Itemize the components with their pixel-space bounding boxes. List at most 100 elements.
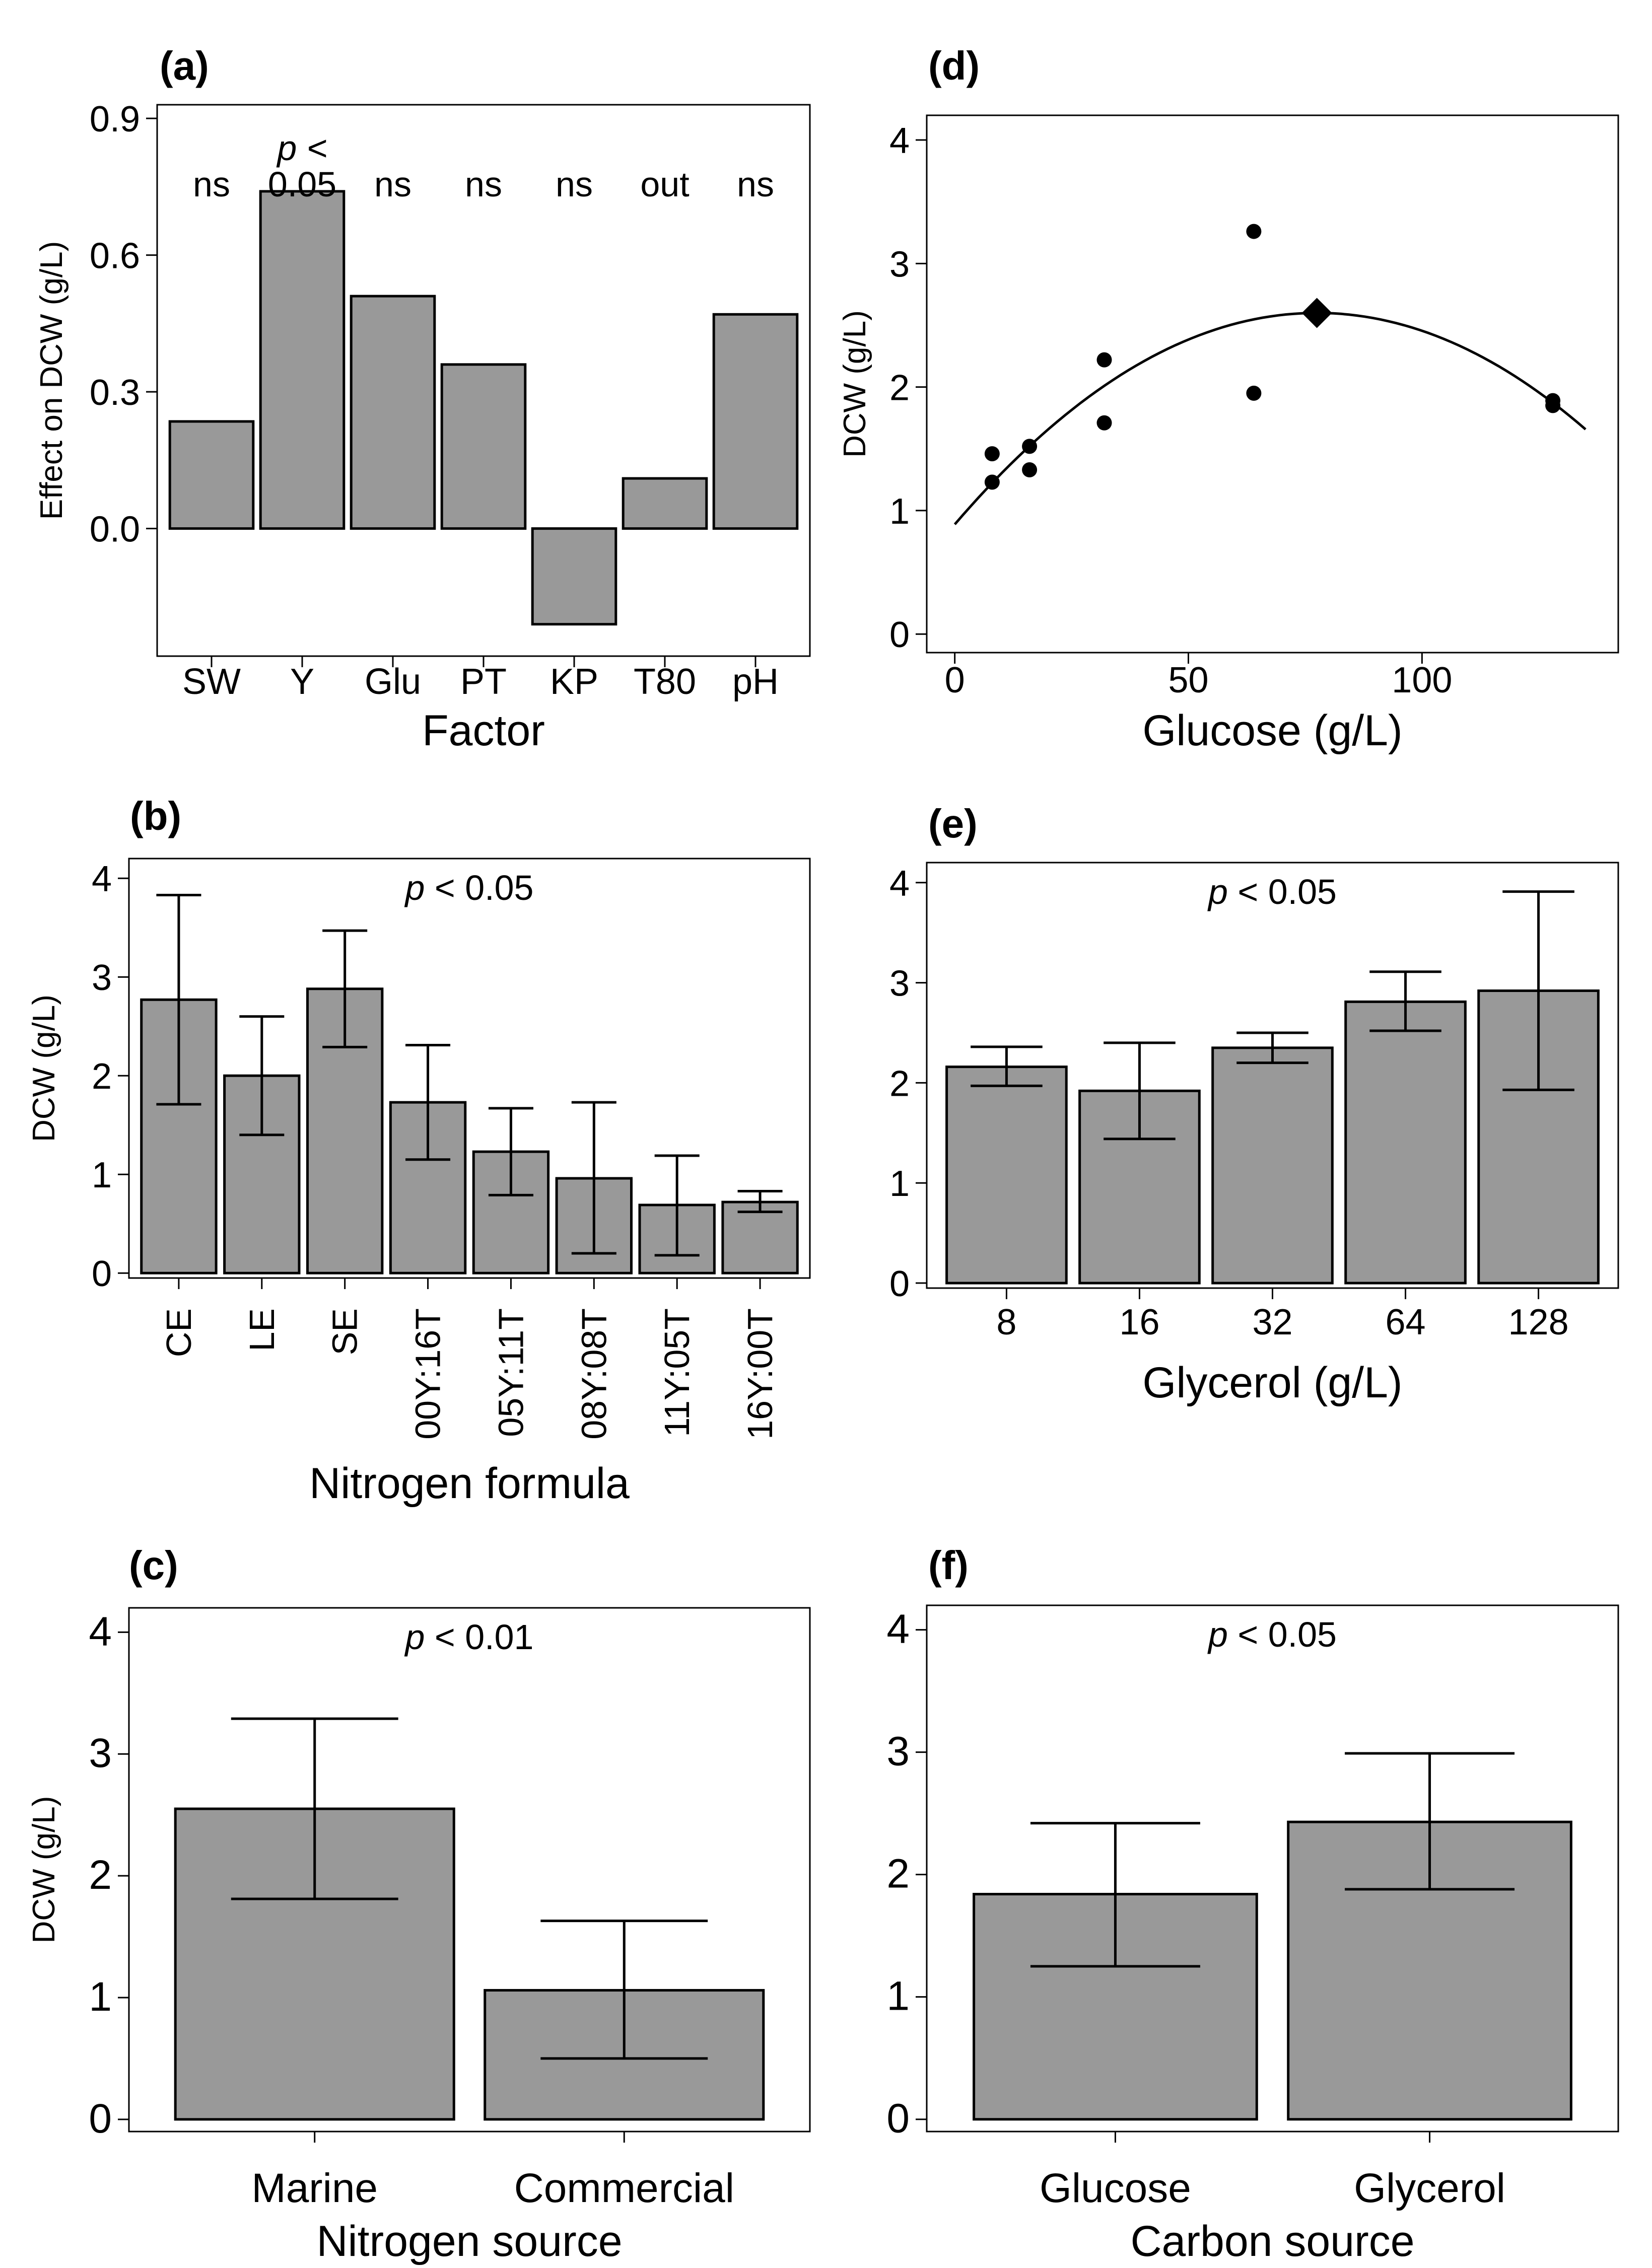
x-tick-label: 11Y:05T bbox=[657, 1308, 697, 1437]
y-axis-label: DCW (g/L) bbox=[838, 310, 872, 458]
x-tick-label: 8 bbox=[996, 1302, 1016, 1342]
y-tick-label: 1 bbox=[889, 491, 910, 532]
bar-Y bbox=[259, 190, 346, 530]
y-tick-label: 4 bbox=[92, 859, 112, 899]
bar-16Y:00T bbox=[721, 1200, 799, 1274]
significance-label: ns bbox=[193, 165, 230, 204]
x-tick-label: Commercial bbox=[514, 2165, 734, 2211]
p-value: < 0.05 bbox=[1228, 1615, 1337, 1654]
x-tick-label: PT bbox=[460, 662, 507, 702]
y-axis-label: Effect on DCW (g/L) bbox=[34, 241, 69, 520]
x-tick-label: 08Y:08T bbox=[574, 1308, 613, 1440]
x-tick-label: 00Y:16T bbox=[408, 1308, 448, 1440]
p-symbol: p bbox=[404, 868, 425, 907]
data-point bbox=[1096, 415, 1112, 431]
p-value: < 0.05 bbox=[425, 868, 533, 907]
p-symbol: p bbox=[404, 1617, 425, 1657]
x-tick-label: Glucose bbox=[1040, 2165, 1191, 2211]
bar-32 bbox=[1211, 1046, 1334, 1285]
significance-label: 0.05 bbox=[268, 165, 336, 204]
x-axis-label: Nitrogen formula bbox=[309, 1459, 630, 1508]
x-tick-label: LE bbox=[242, 1308, 282, 1352]
y-tick-label: 4 bbox=[889, 864, 910, 904]
y-axis-label: DCW (g/L) bbox=[27, 1796, 61, 1944]
data-point bbox=[984, 474, 1000, 490]
data-point bbox=[984, 446, 1000, 462]
y-tick-label: 3 bbox=[889, 244, 910, 285]
y-tick-label: 0 bbox=[889, 1264, 910, 1304]
panel-f: (f) 0 1 2 3 4 Carbon source Glucose Glycerol p < … bbox=[886, 1543, 1619, 2265]
x-tick-label: 05Y:11T bbox=[491, 1308, 530, 1437]
y-tick-label: 3 bbox=[92, 958, 112, 998]
y-tick-label: 2 bbox=[92, 1056, 112, 1097]
x-tick-label: CE bbox=[159, 1308, 198, 1357]
fit-curve bbox=[953, 311, 1587, 525]
p-value-label: p < 0.05 bbox=[1207, 1615, 1337, 1654]
x-tick-label: 0 bbox=[945, 660, 965, 700]
y-tick-label: 2 bbox=[889, 1064, 910, 1104]
y-tick-label: 0 bbox=[886, 2096, 910, 2142]
y-tick-label: 3 bbox=[89, 1730, 112, 1776]
p-value-label: p < 0.01 bbox=[404, 1617, 534, 1657]
data-point bbox=[1096, 352, 1112, 368]
panel-letter: (d) bbox=[928, 43, 980, 88]
x-tick-label: SW bbox=[182, 662, 241, 702]
y-tick-label: 1 bbox=[92, 1155, 112, 1195]
x-tick-label: SE bbox=[325, 1308, 365, 1355]
panel-a: (a) 0.0 0.3 0.6 0.9 Effect on DCW (g/L) Factor… bbox=[34, 43, 811, 755]
y-tick-label: 0 bbox=[92, 1254, 112, 1294]
panel-e: (e) 0 1 2 3 4 Glycerol (g/L) 8 16 32 64 128 p < 0.05 bbox=[889, 801, 1619, 1407]
y-tick-label: 0.3 bbox=[90, 373, 140, 413]
p-symbol: p bbox=[1207, 872, 1228, 911]
x-axis-label: Nitrogen source bbox=[316, 2217, 622, 2265]
y-tick-label: 4 bbox=[886, 1606, 910, 1652]
p-value-label: p < 0.05 bbox=[404, 868, 534, 907]
x-tick-label: 50 bbox=[1168, 660, 1208, 700]
bar-SW bbox=[168, 420, 255, 530]
p-value-label: p < 0.05 bbox=[1207, 872, 1337, 911]
bar-CE bbox=[140, 998, 218, 1274]
y-tick-label: 3 bbox=[889, 964, 910, 1004]
y-tick-label: 1 bbox=[889, 1164, 910, 1204]
panel-b: (b) 0 1 2 3 4 DCW (g/L) Nitrogen formula CE LE SE 0… bbox=[27, 794, 811, 1508]
data-point bbox=[1022, 462, 1038, 477]
x-tick-label: 64 bbox=[1385, 1302, 1425, 1342]
plot-frame bbox=[128, 1607, 811, 2133]
y-tick-label: 2 bbox=[886, 1851, 910, 1897]
significance-label: ns bbox=[374, 165, 411, 204]
panel-letter: (a) bbox=[160, 43, 209, 88]
y-tick-label: 2 bbox=[89, 1852, 112, 1898]
x-tick-label: Glu bbox=[365, 662, 421, 702]
x-tick-label: 128 bbox=[1508, 1302, 1569, 1342]
plot-frame bbox=[926, 1604, 1619, 2133]
bar-05Y:11T bbox=[472, 1150, 550, 1274]
x-tick-label: T80 bbox=[634, 662, 696, 702]
x-tick-label: 16Y:00T bbox=[740, 1308, 780, 1440]
panel-letter: (e) bbox=[928, 801, 978, 846]
x-tick-label: 32 bbox=[1252, 1302, 1292, 1342]
panel-d: (d) 0 1 2 3 4 DCW (g/L) Glucose (g/L) 0 50 100 bbox=[838, 43, 1619, 755]
data-point bbox=[1246, 385, 1262, 401]
significance-label: p < bbox=[276, 128, 327, 168]
x-axis-label: Factor bbox=[422, 706, 545, 755]
significance-label: ns bbox=[737, 165, 774, 204]
y-tick-label: 3 bbox=[886, 1729, 910, 1775]
data-point bbox=[1022, 439, 1038, 454]
x-tick-label: Marine bbox=[251, 2165, 378, 2211]
y-tick-label: 0 bbox=[889, 615, 910, 655]
y-tick-label: 0 bbox=[89, 2096, 112, 2142]
y-tick-label: 4 bbox=[89, 1608, 112, 1654]
bar-64 bbox=[1344, 1000, 1467, 1285]
y-axis-label: DCW (g/L) bbox=[27, 995, 61, 1142]
x-tick-label: 100 bbox=[1392, 660, 1452, 700]
p-value: < 0.05 bbox=[1228, 872, 1337, 911]
x-tick-label: KP bbox=[550, 662, 598, 702]
bar-pH bbox=[712, 313, 799, 530]
x-axis-label: Carbon source bbox=[1130, 2217, 1414, 2265]
significance-label: ns bbox=[465, 165, 502, 204]
panel-c: (c) 0 1 2 3 4 DCW (g/L) Nitrogen source Marine Co… bbox=[27, 1543, 811, 2265]
p-symbol: p bbox=[1207, 1615, 1228, 1654]
y-tick-label: 1 bbox=[89, 1974, 112, 2020]
y-tick-label: 4 bbox=[889, 121, 910, 161]
